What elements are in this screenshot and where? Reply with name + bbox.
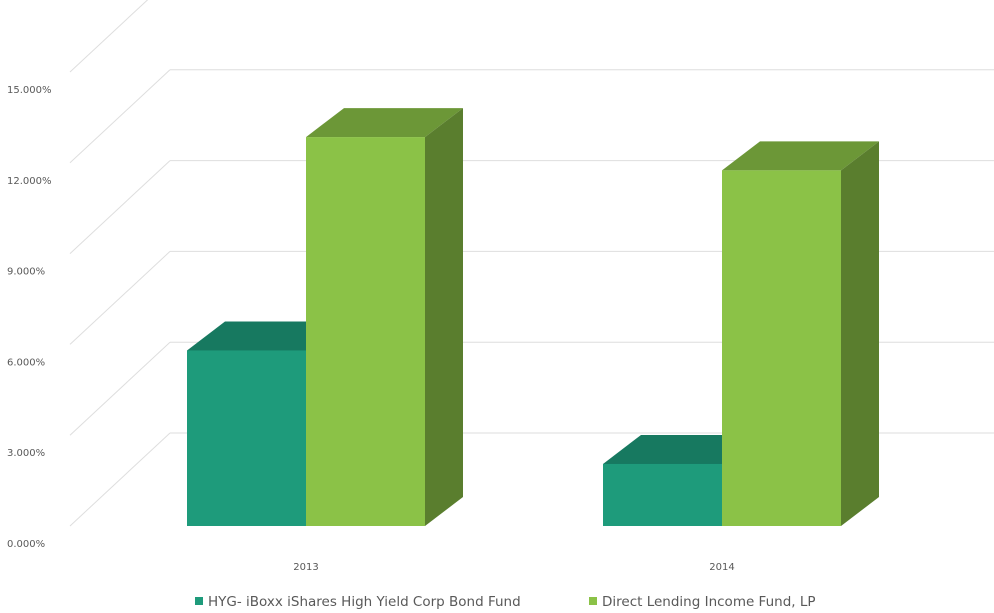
bar-top — [603, 434, 760, 464]
y-tick-label: 12.000% — [7, 176, 52, 187]
gridline-depth — [69, 160, 171, 254]
bar — [187, 350, 306, 526]
gridline-depth — [69, 432, 171, 527]
bar — [306, 137, 425, 526]
legend-swatch — [589, 597, 597, 605]
bar — [722, 170, 841, 526]
bar-top — [187, 321, 344, 351]
gridline-depth — [69, 69, 171, 164]
bar — [603, 463, 722, 526]
bar-side — [841, 141, 879, 526]
y-tick-label: 0.000% — [7, 539, 45, 550]
gridline-depth — [69, 0, 149, 73]
bar-top — [306, 108, 463, 138]
y-tick-label: 3.000% — [7, 448, 45, 459]
gridline-depth — [69, 251, 171, 345]
x-tick-label: 2013 — [293, 562, 318, 573]
x-tick-label: 2014 — [709, 562, 734, 573]
y-tick-label: 15.000% — [7, 85, 52, 96]
legend-label: Direct Lending Income Fund, LP — [602, 594, 816, 610]
y-tick-label: 6.000% — [7, 357, 45, 368]
gridline-depth — [69, 341, 171, 436]
legend-swatch — [195, 597, 203, 605]
bar-side — [425, 108, 463, 526]
bar-top — [722, 141, 879, 171]
y-tick-label: 9.000% — [7, 267, 45, 278]
legend-label: HYG- iBoxx iShares High Yield Corp Bond … — [208, 594, 521, 610]
